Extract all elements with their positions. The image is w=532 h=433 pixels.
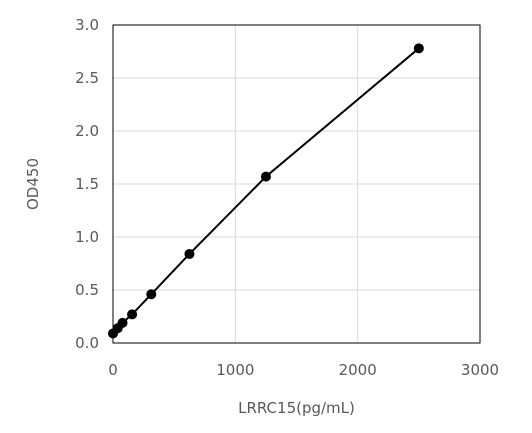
data-point [117,317,128,328]
y-axis-ticks: 0.0 0.5 1.0 1.5 2.0 2.5 3.0 [75,16,99,352]
x-tick-label: 0 [108,361,118,379]
x-axis-ticks: 0 1000 2000 3000 [108,361,499,379]
x-tick-label: 1000 [216,361,254,379]
y-axis-label: OD450 [24,158,42,210]
y-tick-label: 3.0 [75,16,99,34]
grid [112,24,481,344]
plot-frame [112,24,481,344]
x-tick-label: 3000 [461,361,499,379]
data-point [184,248,195,259]
y-tick-label: 0.0 [75,334,99,352]
data-point [146,289,157,300]
y-tick-label: 1.0 [75,228,99,246]
x-axis-label: LRRC15(pg/mL) [238,399,355,417]
data-point [413,43,424,54]
y-tick-label: 2.0 [75,122,99,140]
x-tick-label: 2000 [339,361,377,379]
series-line [112,47,420,335]
series [108,43,424,339]
y-tick-label: 0.5 [75,281,99,299]
data-point [127,309,138,320]
y-tick-label: 1.5 [75,175,99,193]
y-tick-label: 2.5 [75,69,99,87]
data-point [260,171,271,182]
